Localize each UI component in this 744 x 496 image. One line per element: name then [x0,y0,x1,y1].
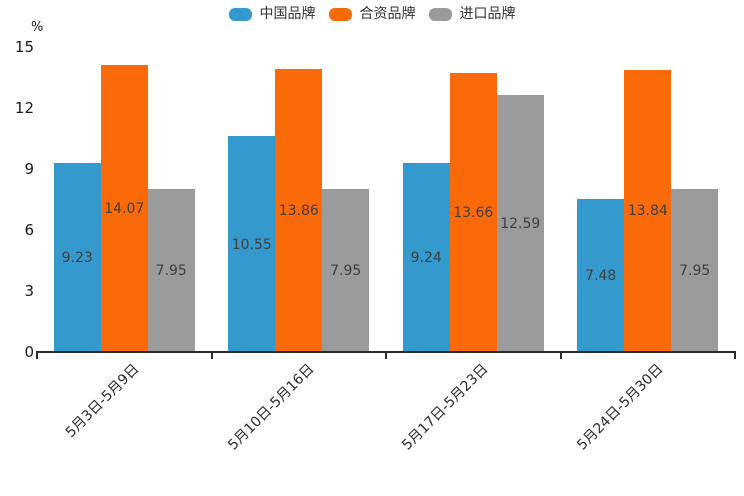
bar-合资品牌-5月3日-5月9日 [100,64,148,351]
bar-进口品牌-5月17日-5月23日 [496,95,544,351]
bar-value-label: 10.55 [231,236,272,253]
bar-合资品牌-5月17日-5月23日 [449,73,497,351]
x-axis-tick [210,352,213,359]
bar-中国品牌-5月3日-5月9日 [53,163,101,351]
bar-value-label: 13.86 [278,203,319,220]
y-axis-unit-label: % [31,20,44,35]
x-tick-label: 5月24日-5月30日 [573,361,667,454]
y-tick-label: 3 [24,282,34,300]
legend-item[interactable]: 进口品牌 [428,6,516,22]
bar-value-label: 7.95 [330,263,362,280]
bar-进口品牌-5月24日-5月30日 [671,189,719,351]
bar-value-label: 7.95 [679,263,711,280]
bar-value-label: 7.48 [585,267,617,284]
y-tick-label: 12 [14,99,34,117]
x-axis-tick [734,352,736,359]
bar-中国品牌-5月24日-5月30日 [577,198,625,351]
bar-中国品牌-5月10日-5月16日 [228,136,276,351]
legend-item[interactable]: 中国品牌 [228,6,316,22]
bar-value-label: 9.24 [410,250,442,267]
bar-value-label: 12.59 [500,216,541,232]
x-tick-label: 5月3日-5月9日 [63,361,143,441]
legend-swatch-icon [228,7,252,21]
legend-label: 进口品牌 [459,6,516,22]
bar-进口品牌-5月3日-5月9日 [147,189,195,351]
y-tick-label: 6 [24,221,34,239]
y-tick-label: 0 [24,343,34,361]
chart-legend: 中国品牌 合资品牌 进口品牌 [0,7,744,21]
x-tick-label: 5月10日-5月16日 [224,361,318,454]
y-tick-label: 9 [24,160,34,178]
legend-swatch-icon [328,7,352,21]
legend-label: 中国品牌 [259,6,316,22]
bar-value-label: 7.95 [155,263,187,280]
x-axis-tick [36,352,38,359]
bar-value-label: 9.23 [61,250,93,267]
legend-label: 合资品牌 [359,6,416,22]
bar-中国品牌-5月17日-5月23日 [402,163,450,351]
bar-value-label: 13.66 [453,205,494,222]
x-axis-tick [385,352,387,359]
bar-进口品牌-5月10日-5月16日 [322,189,370,351]
y-tick-label: 15 [14,38,34,56]
bar-合资品牌-5月24日-5月30日 [624,69,672,351]
x-axis-tick [559,352,562,359]
x-tick-label: 5月17日-5月23日 [399,361,492,454]
bar-合资品牌-5月10日-5月16日 [275,69,323,351]
bar-value-label: 13.84 [627,203,668,220]
bar-value-label: 14.07 [104,200,145,217]
legend-item[interactable]: 合资品牌 [328,6,416,22]
legend-swatch-icon [428,7,452,21]
